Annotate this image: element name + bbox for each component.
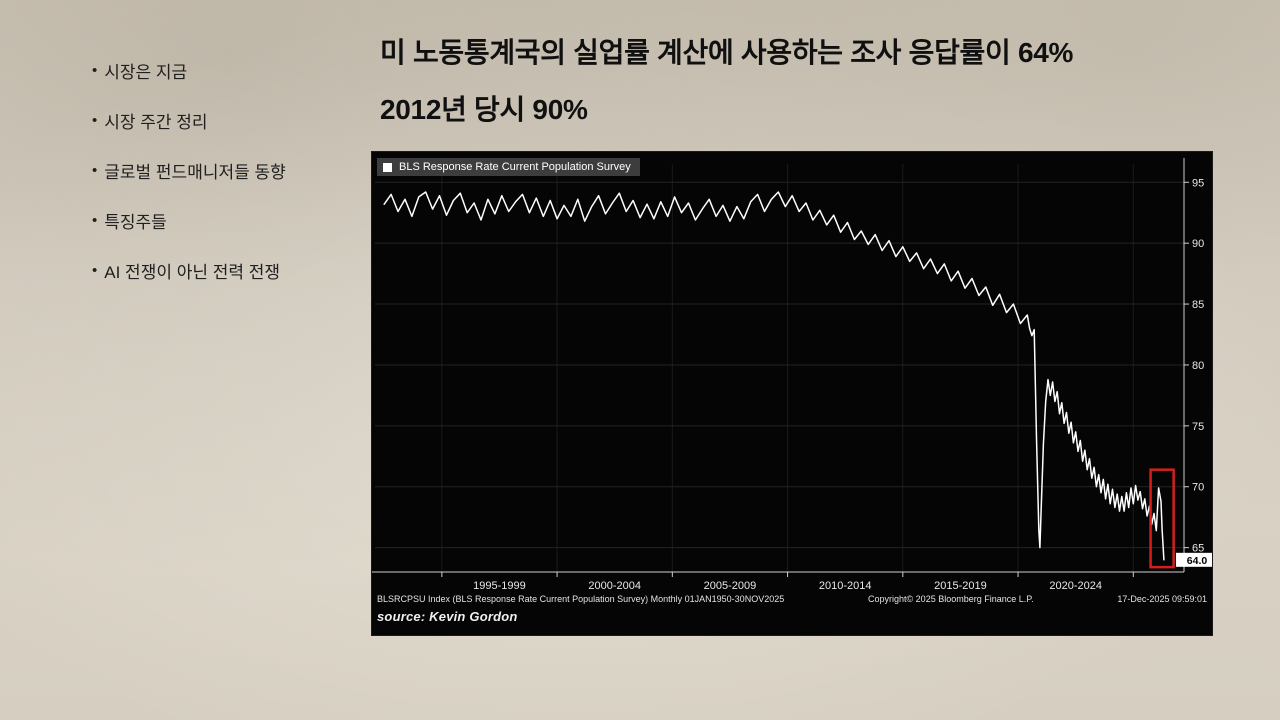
- x-tick-label: 2000-2004: [588, 580, 641, 590]
- x-tick-label: 2015-2019: [934, 580, 987, 590]
- list-item: 시장은 지금: [92, 58, 286, 83]
- list-item-label: 시장은 지금: [104, 63, 188, 82]
- title-line-2: 2012년 당시 90%: [380, 94, 588, 125]
- bloomberg-chart: 65 70 75 80 85 90 95 1995-1999 2000-2004 2005-200…: [372, 152, 1212, 635]
- list-item: 특징주들: [92, 208, 286, 233]
- x-tick-label: 1995-1999: [473, 580, 526, 590]
- title-line-1: 미 노동통계국의 실업률 계산에 사용하는 조사 응답률이 64%: [380, 37, 1074, 68]
- x-tick-label: 2020-2024: [1049, 580, 1102, 590]
- x-tick-label: 2010-2014: [819, 580, 872, 590]
- footer-copyright: Copyright© 2025 Bloomberg Finance L.P.: [868, 594, 1034, 604]
- legend-label: BLS Response Rate Current Population Sur…: [399, 161, 631, 173]
- y-tick-label: 80: [1192, 360, 1204, 372]
- list-item-label: AI 전쟁이 아닌 전력 전쟁: [104, 263, 280, 282]
- list-item: 시장 주간 정리: [92, 108, 286, 133]
- y-tick-label: 70: [1192, 482, 1204, 494]
- bullet-icon: [92, 262, 97, 279]
- highlight-box: [1149, 468, 1175, 569]
- y-tick-label: 90: [1192, 238, 1204, 250]
- chart-legend: BLS Response Rate Current Population Sur…: [377, 158, 640, 176]
- y-tick-label: 85: [1192, 299, 1204, 311]
- bullet-icon: [92, 162, 97, 179]
- bullet-icon: [92, 212, 97, 229]
- chart-plot: 65 70 75 80 85 90 95 1995-1999 2000-2004 2005-200…: [372, 158, 1212, 590]
- last-value-label: 64.0: [1187, 555, 1208, 567]
- chart-line: [383, 191, 1165, 561]
- bullet-icon: [92, 62, 97, 79]
- slide-title: 미 노동통계국의 실업률 계산에 사용하는 조사 응답률이 64% 2012년 …: [380, 24, 1073, 138]
- x-tick-label: 2005-2009: [704, 580, 757, 590]
- last-value-tag: [1176, 552, 1212, 567]
- y-tick-label: 65: [1192, 543, 1204, 555]
- list-item: 글로벌 펀드매니저들 동향: [92, 158, 286, 183]
- footer-timestamp: 17-Dec-2025 09:59:01: [1117, 594, 1207, 604]
- y-tick-label: 75: [1192, 421, 1204, 433]
- bullet-icon: [92, 112, 97, 129]
- list-item-label: 특징주들: [104, 213, 167, 232]
- topic-list: 시장은 지금 시장 주간 정리 글로벌 펀드매니저들 동향 특징주들 AI 전쟁…: [92, 58, 286, 308]
- list-item-label: 글로벌 펀드매니저들 동향: [104, 163, 286, 182]
- footer-index-info: BLSRCPSU Index (BLS Response Rate Curren…: [377, 594, 785, 604]
- list-item-label: 시장 주간 정리: [104, 113, 208, 132]
- legend-swatch-icon: [383, 162, 392, 172]
- chart-footer: BLSRCPSU Index (BLS Response Rate Curren…: [372, 594, 1212, 604]
- list-item: AI 전쟁이 아닌 전력 전쟁: [92, 258, 286, 283]
- chart-source: source: Kevin Gordon: [377, 609, 518, 624]
- y-tick-label: 95: [1192, 177, 1204, 189]
